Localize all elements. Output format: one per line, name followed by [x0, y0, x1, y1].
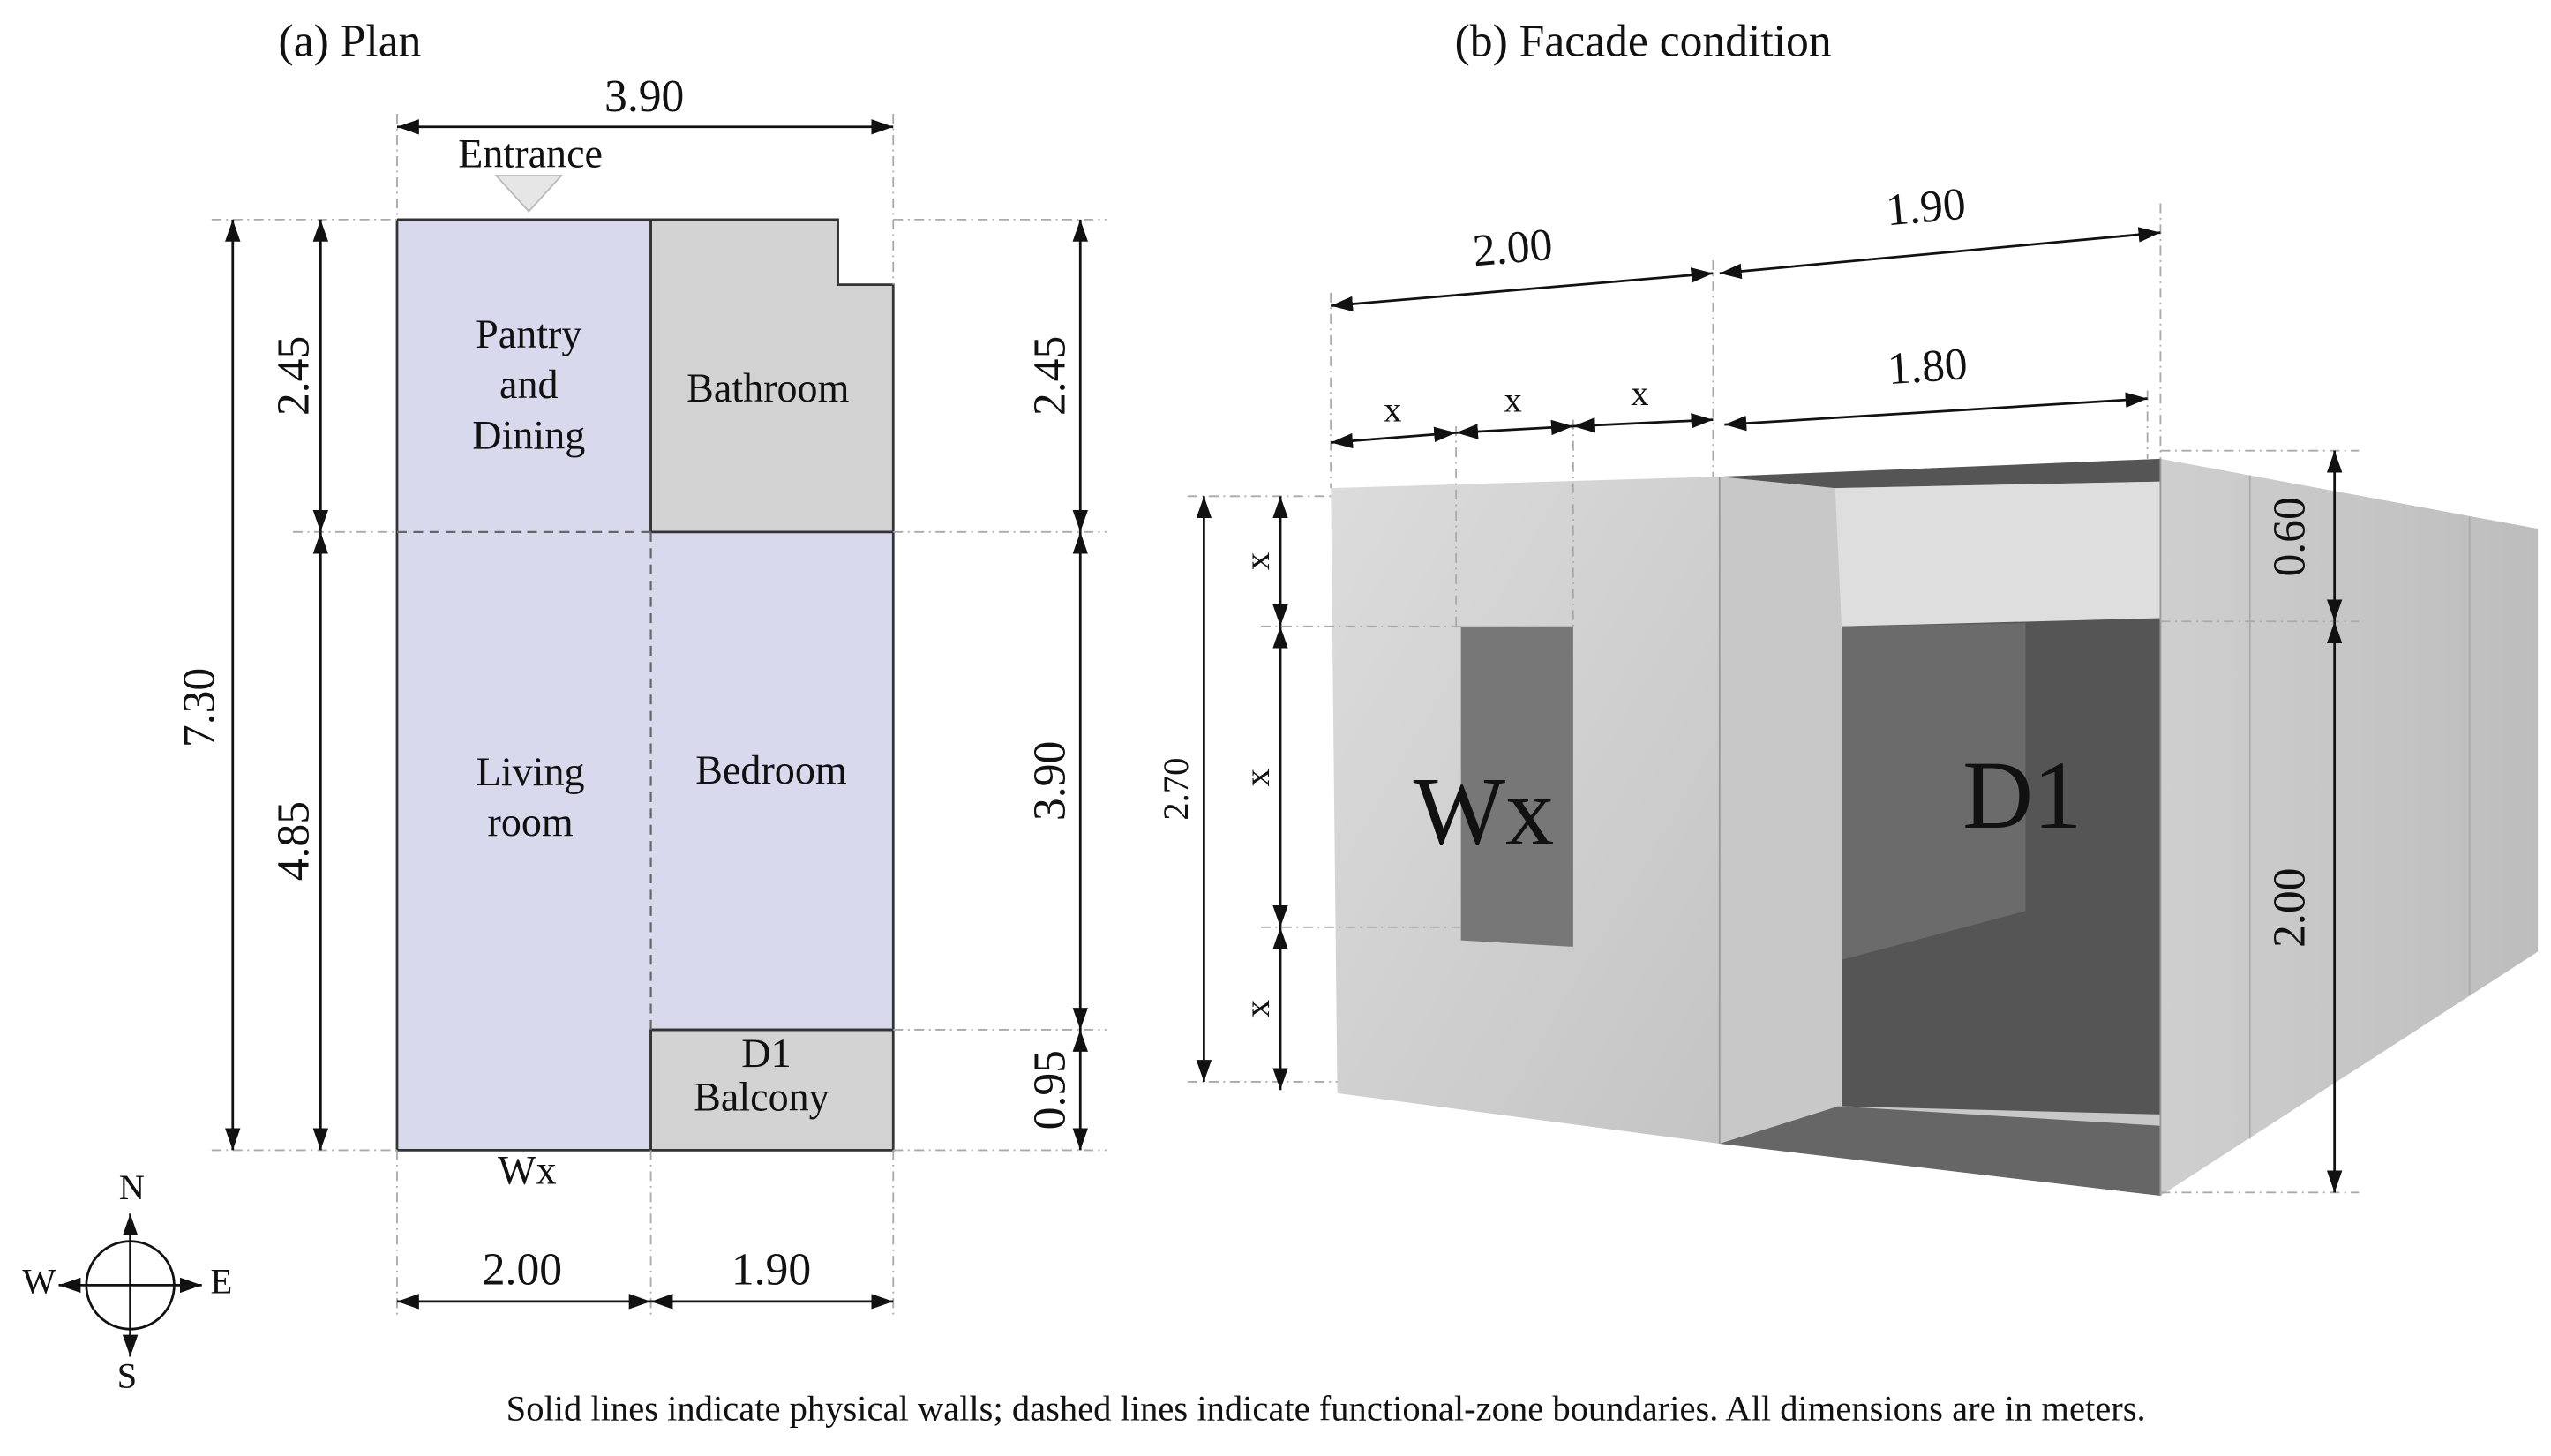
dimension: 0.60	[2264, 497, 2315, 576]
room-label: Balcony	[694, 1075, 829, 1120]
recess-ceiling	[1719, 458, 2161, 489]
plan: Entrance Pantry and Dining Bathroom Livi…	[174, 71, 1107, 1318]
panel-title: (b) Facade condition	[1455, 16, 1832, 66]
entrance-arrow	[494, 175, 564, 214]
compass-label: S	[117, 1356, 138, 1396]
dimension: x	[1237, 552, 1277, 570]
dimension: 2.00	[483, 1244, 562, 1295]
room-label: D1	[741, 1031, 791, 1076]
compass: N W E S	[22, 1167, 232, 1396]
recess-floor	[1719, 1106, 2161, 1197]
caption: Solid lines indicate physical walls; das…	[506, 1389, 2146, 1429]
room-label: Dining	[472, 412, 585, 457]
zone-boundary	[396, 530, 652, 1030]
recess-back	[1834, 481, 2161, 627]
window-label: Wx	[1414, 756, 1555, 865]
dimension: 2.45	[1025, 336, 1076, 416]
window-label: Wx	[498, 1148, 557, 1193]
window	[1460, 626, 1573, 947]
room-label: Bathroom	[687, 365, 849, 410]
dimension: 1.90	[1884, 179, 1968, 236]
room-label: Living	[476, 749, 585, 794]
dimension: x	[1237, 1000, 1277, 1017]
panel-title: (a) Plan	[279, 16, 422, 66]
dimension: 2.70	[1156, 758, 1196, 821]
compass-label: W	[22, 1262, 56, 1302]
bedroom-zone	[650, 531, 894, 1030]
room-label: Pantry	[476, 311, 581, 356]
dimension: 7.30	[174, 668, 224, 747]
compass-label: N	[119, 1167, 145, 1207]
dimension: 3.90	[1025, 741, 1076, 821]
room-label: Bedroom	[695, 747, 847, 792]
extension-lines	[211, 114, 1107, 1318]
dimension: x	[1631, 373, 1648, 413]
balcony-zone	[649, 1028, 895, 1152]
dimension: x	[1237, 769, 1277, 786]
dimension: 1.90	[732, 1244, 811, 1295]
facade: 2.00 1.90 x x x 1.80 2.70 x x x 0.60 2.0…	[1156, 179, 2539, 1197]
room-label: and	[499, 362, 559, 407]
side-wall	[2160, 458, 2539, 1197]
dimension: x	[1504, 380, 1522, 420]
dimension: 2.00	[2264, 868, 2315, 948]
compass-label: E	[210, 1262, 232, 1302]
dimension: x	[1384, 390, 1401, 430]
dimension: 1.80	[1886, 339, 1969, 394]
dimension: 4.85	[268, 801, 319, 881]
dimension: 2.45	[268, 336, 319, 416]
room-label: room	[488, 799, 574, 844]
dimension: 2.00	[1471, 220, 1555, 277]
entrance-label: Entrance	[458, 131, 603, 176]
door-inner	[1842, 623, 2026, 960]
dimension: 0.95	[1025, 1050, 1076, 1130]
door-label: D1	[1962, 740, 2082, 849]
living-zone	[396, 219, 651, 1151]
dimension: 3.90	[604, 71, 684, 122]
